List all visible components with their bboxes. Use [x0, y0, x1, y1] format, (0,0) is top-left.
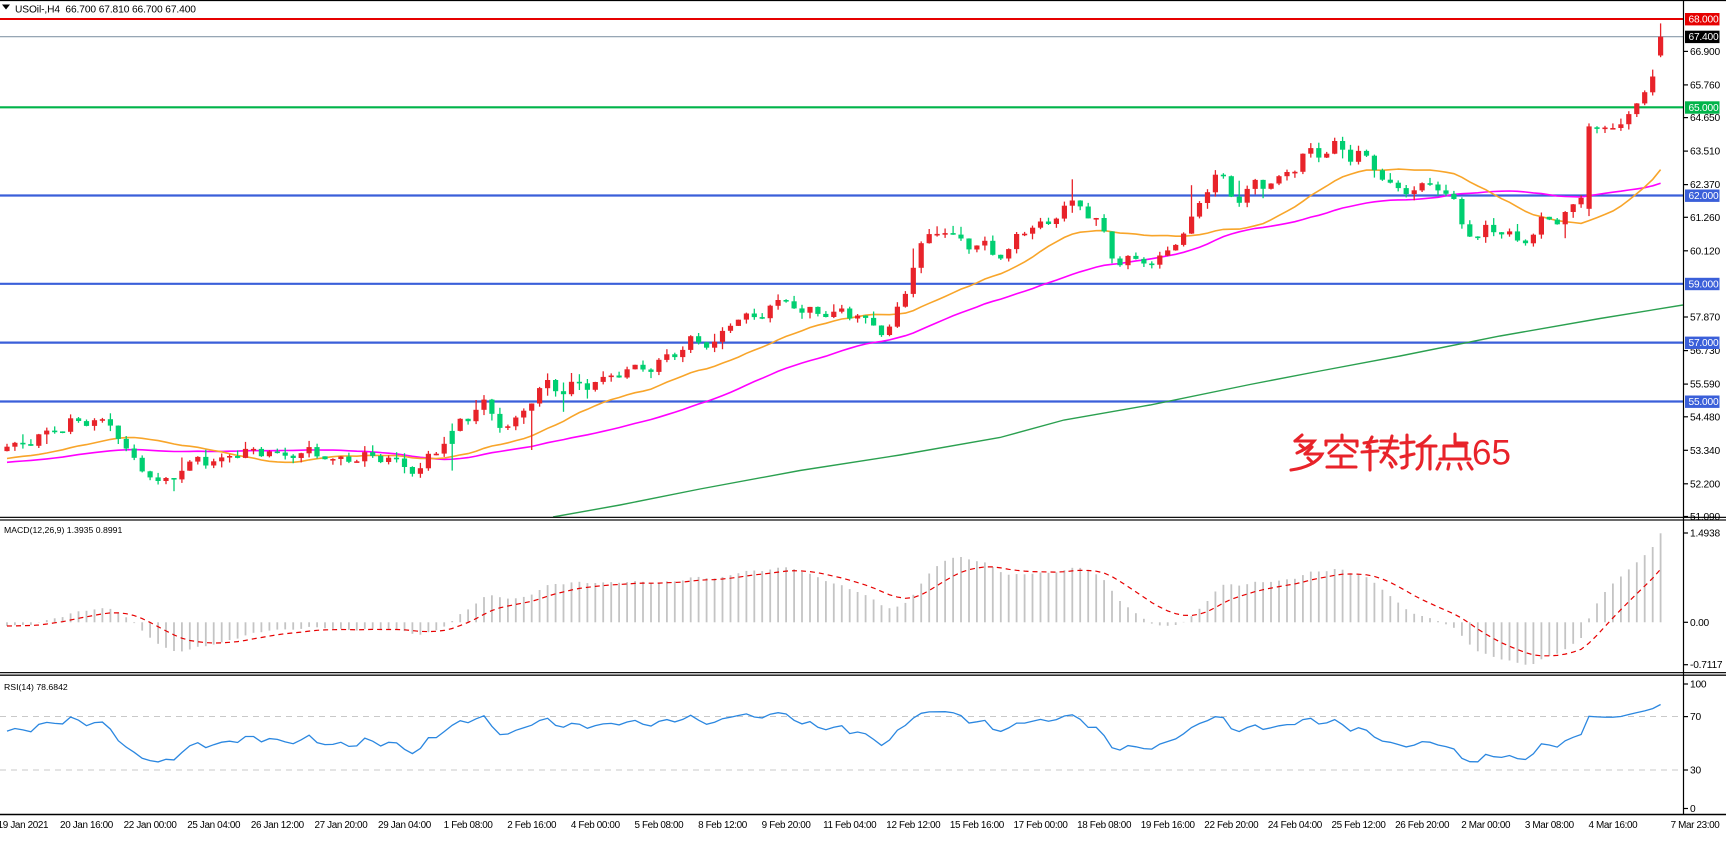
svg-text:4 Mar 16:00: 4 Mar 16:00	[1588, 820, 1638, 831]
svg-text:100: 100	[1690, 680, 1707, 691]
svg-text:19 Feb 16:00: 19 Feb 16:00	[1141, 820, 1196, 831]
svg-text:56.730: 56.730	[1690, 346, 1720, 357]
svg-text:70: 70	[1690, 712, 1701, 723]
svg-text:65: 65	[1472, 434, 1511, 473]
svg-text:27 Jan 20:00: 27 Jan 20:00	[314, 820, 368, 831]
svg-text:15 Feb 16:00: 15 Feb 16:00	[950, 820, 1005, 831]
svg-text:8 Feb 12:00: 8 Feb 12:00	[698, 820, 748, 831]
svg-text:RSI(14) 78.6842: RSI(14) 78.6842	[4, 682, 68, 692]
svg-text:65.760: 65.760	[1690, 80, 1720, 91]
svg-text:1.4938: 1.4938	[1690, 529, 1720, 540]
svg-text:53.340: 53.340	[1690, 446, 1720, 457]
svg-text:17 Feb 00:00: 17 Feb 00:00	[1014, 820, 1069, 831]
svg-text:68.000: 68.000	[1689, 15, 1719, 26]
svg-text:61.260: 61.260	[1690, 213, 1720, 224]
svg-text:62.370: 62.370	[1690, 180, 1720, 191]
svg-text:25 Jan 04:00: 25 Jan 04:00	[187, 820, 241, 831]
svg-text:59.000: 59.000	[1689, 279, 1719, 290]
svg-text:63.510: 63.510	[1690, 147, 1720, 158]
svg-text:4 Feb 00:00: 4 Feb 00:00	[571, 820, 621, 831]
svg-text:66.900: 66.900	[1690, 47, 1720, 58]
svg-text:55.000: 55.000	[1689, 397, 1719, 408]
svg-text:3 Mar 08:00: 3 Mar 08:00	[1525, 820, 1575, 831]
svg-text:22 Feb 20:00: 22 Feb 20:00	[1204, 820, 1259, 831]
svg-text:51.090: 51.090	[1690, 512, 1720, 523]
svg-text:22 Jan 00:00: 22 Jan 00:00	[124, 820, 178, 831]
svg-text:64.650: 64.650	[1690, 113, 1720, 124]
svg-text:12 Feb 12:00: 12 Feb 12:00	[886, 820, 941, 831]
svg-text:25 Feb 12:00: 25 Feb 12:00	[1332, 820, 1387, 831]
svg-text:-0.7117: -0.7117	[1690, 660, 1723, 671]
svg-text:USOil-,H4 66.700 67.810 66.70: USOil-,H4 66.700 67.810 66.700 67.400	[15, 5, 196, 16]
svg-text:19 Jan 2021: 19 Jan 2021	[0, 820, 49, 831]
svg-text:1 Feb 08:00: 1 Feb 08:00	[444, 820, 494, 831]
svg-text:9 Feb 20:00: 9 Feb 20:00	[762, 820, 812, 831]
svg-text:29 Jan 04:00: 29 Jan 04:00	[378, 820, 432, 831]
svg-text:18 Feb 08:00: 18 Feb 08:00	[1077, 820, 1132, 831]
svg-text:57.870: 57.870	[1690, 313, 1720, 324]
svg-text:7 Mar 23:00: 7 Mar 23:00	[1671, 820, 1721, 831]
svg-text:67.400: 67.400	[1689, 32, 1719, 43]
svg-text:0: 0	[1690, 804, 1696, 815]
svg-text:52.200: 52.200	[1690, 479, 1720, 490]
svg-text:2 Feb 16:00: 2 Feb 16:00	[507, 820, 557, 831]
svg-text:20 Jan 16:00: 20 Jan 16:00	[60, 820, 114, 831]
svg-text:30: 30	[1690, 766, 1701, 777]
svg-text:55.590: 55.590	[1690, 380, 1720, 391]
svg-text:24 Feb 04:00: 24 Feb 04:00	[1268, 820, 1323, 831]
svg-text:57.000: 57.000	[1689, 338, 1719, 349]
svg-text:65.000: 65.000	[1689, 103, 1719, 114]
svg-text:0.00: 0.00	[1690, 618, 1710, 629]
svg-text:54.480: 54.480	[1690, 412, 1720, 423]
svg-text:5 Feb 08:00: 5 Feb 08:00	[634, 820, 684, 831]
svg-text:62.000: 62.000	[1689, 191, 1719, 202]
svg-text:MACD(12,26,9) 1.3935 0.8991: MACD(12,26,9) 1.3935 0.8991	[4, 525, 122, 535]
svg-text:26 Feb 20:00: 26 Feb 20:00	[1395, 820, 1450, 831]
svg-text:60.120: 60.120	[1690, 246, 1720, 257]
svg-text:11 Feb 04:00: 11 Feb 04:00	[823, 820, 877, 831]
svg-text:2 Mar 00:00: 2 Mar 00:00	[1461, 820, 1511, 831]
svg-text:26 Jan 12:00: 26 Jan 12:00	[251, 820, 305, 831]
